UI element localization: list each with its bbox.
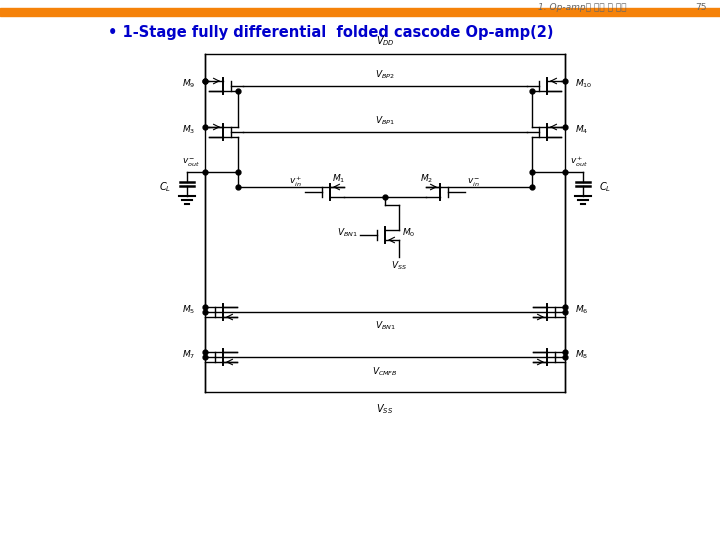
Text: $M_5$: $M_5$	[181, 303, 195, 316]
Text: $V_{BN1}$: $V_{BN1}$	[374, 320, 395, 333]
Text: $M_9$: $M_9$	[181, 78, 195, 90]
Text: $M_8$: $M_8$	[575, 349, 588, 361]
Text: 1. Op-amp의 구조 및 특성: 1. Op-amp의 구조 및 특성	[538, 3, 626, 11]
Text: $C_L$: $C_L$	[599, 180, 611, 194]
Text: $V_{SS}$: $V_{SS}$	[377, 402, 394, 416]
Text: $M_0$: $M_0$	[402, 227, 415, 239]
Text: $v_{out}^+$: $v_{out}^+$	[570, 155, 588, 169]
Text: $V_{CMFB}$: $V_{CMFB}$	[372, 365, 397, 377]
Text: $M_{10}$: $M_{10}$	[575, 78, 593, 90]
Text: $M_7$: $M_7$	[181, 349, 195, 361]
Text: $M_3$: $M_3$	[181, 124, 195, 136]
Text: $M_1$: $M_1$	[332, 173, 346, 185]
Text: 75: 75	[695, 3, 706, 11]
Text: $V_{BP1}$: $V_{BP1}$	[375, 114, 395, 127]
Text: $V_{BP2}$: $V_{BP2}$	[375, 69, 395, 81]
Text: $v_{out}^-$: $v_{out}^-$	[182, 157, 200, 169]
Text: $V_{SS}$: $V_{SS}$	[391, 259, 407, 272]
Text: $C_L$: $C_L$	[159, 180, 171, 194]
Text: $V_{DD}$: $V_{DD}$	[376, 34, 395, 48]
Text: $v_{in}^+$: $v_{in}^+$	[289, 175, 303, 189]
Text: • 1-Stage fully differential  folded cascode Op-amp(2): • 1-Stage fully differential folded casc…	[108, 24, 554, 39]
Text: $v_{in}^-$: $v_{in}^-$	[467, 177, 480, 189]
Text: $M_4$: $M_4$	[575, 124, 588, 136]
Text: $M_2$: $M_2$	[420, 173, 433, 185]
Text: $M_6$: $M_6$	[575, 303, 588, 316]
Text: $V_{BN1}$: $V_{BN1}$	[337, 227, 358, 239]
Bar	[0, 8, 720, 16]
